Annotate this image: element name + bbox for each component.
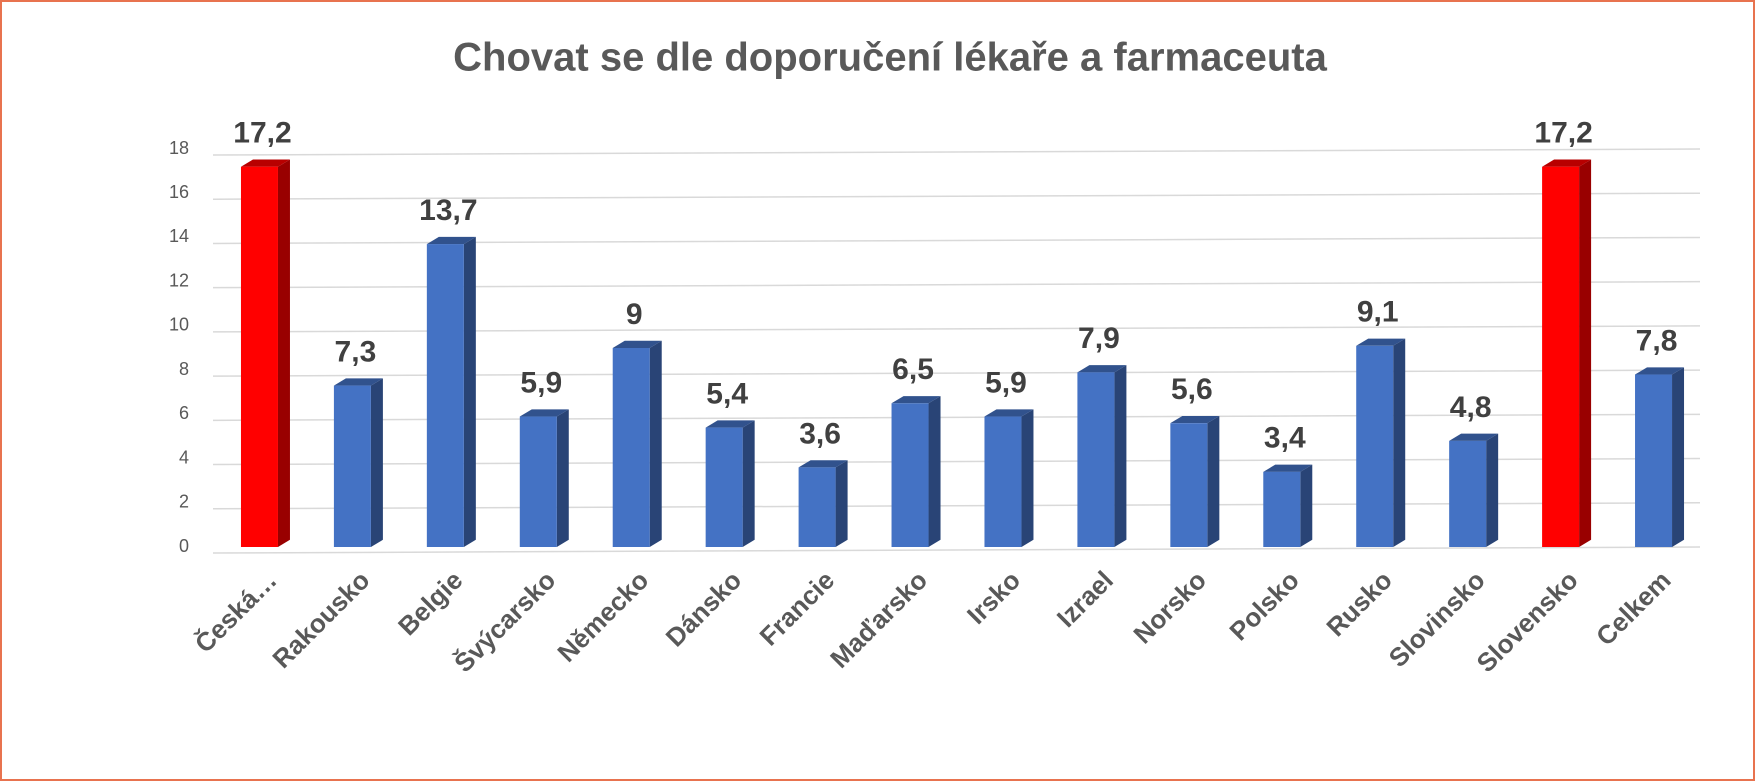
grid-line [212,192,1701,200]
value-label: 9 [626,298,643,331]
bar-side [742,420,755,547]
value-label: 3,6 [799,417,841,450]
bar-top [1077,365,1127,373]
value-label: 3,4 [1264,422,1306,455]
bar [612,348,650,547]
value-label: 13,7 [419,194,477,227]
bar-top [798,460,848,468]
bar-side [1300,464,1313,547]
bar-side [1207,415,1220,547]
bar-side [1486,433,1499,547]
bar [333,385,371,547]
bar [705,427,743,547]
bar-side [277,159,290,547]
value-label: 6,5 [892,353,934,386]
bar-top [1170,415,1220,424]
bar-top [426,236,476,245]
bar-top [612,340,662,348]
y-tick-label: 14 [169,226,189,246]
bar [519,416,557,547]
bar [1356,345,1394,547]
bar [426,244,464,548]
bar-top [333,378,383,386]
bar [1263,471,1301,547]
bar-side [835,460,848,547]
value-label: 5,9 [520,366,562,399]
bar-top [1356,338,1406,346]
value-label: 7,9 [1078,322,1120,355]
bar [984,416,1022,547]
bar [1170,423,1208,547]
y-tick-label: 6 [179,403,189,423]
y-tick-label: 2 [179,492,189,512]
grid-line [212,546,1701,554]
bar-side [928,396,941,547]
bar [240,166,278,547]
y-tick-label: 18 [169,138,189,158]
bar-top [1542,159,1592,167]
value-label: 5,6 [1171,373,1213,406]
bar [798,467,836,547]
bar-side [1114,365,1127,547]
value-label: 9,1 [1357,296,1399,329]
value-label: 17,2 [1534,117,1592,150]
y-tick-label: 12 [169,270,189,290]
bar-top [240,159,290,167]
value-label: 4,8 [1450,391,1492,424]
bar-top [519,409,569,417]
bar-top [891,396,941,404]
value-label: 7,8 [1636,324,1678,357]
value-label: 5,4 [706,378,748,411]
bar-top [984,409,1034,417]
bar-side [556,409,569,547]
bar-side [463,236,476,547]
bar-top [1263,464,1313,472]
grid-line [212,148,1701,156]
y-tick-label: 4 [179,447,189,467]
y-tick-label: 8 [179,359,189,379]
bar-side [370,378,383,547]
chart-title: Chovat se dle doporučení lékaře a farmac… [453,36,1327,80]
bar-top [705,420,755,428]
bar-top [1449,433,1499,441]
value-label: 17,2 [233,117,291,150]
value-label: 7,3 [335,336,377,369]
bar-side [1021,409,1034,547]
bar-side [649,340,662,547]
bar-side [1672,367,1685,547]
y-tick-label: 16 [169,182,189,202]
bar [1542,166,1580,547]
bar-side [1579,159,1592,547]
bar [1635,374,1673,547]
bar-top [1635,367,1685,375]
value-label: 5,9 [985,366,1027,399]
y-tick-label: 10 [169,315,189,335]
bar [1449,440,1487,547]
bar [1077,372,1115,547]
y-tick-label: 0 [179,536,189,556]
bar-side [1393,338,1406,547]
bar [891,403,929,547]
